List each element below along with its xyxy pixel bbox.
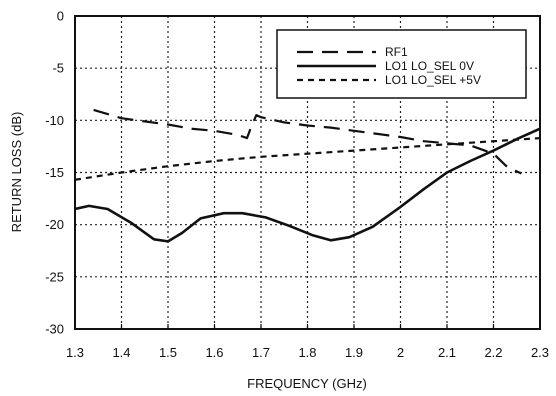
y-tick-label: -10 [45, 113, 64, 128]
y-axis-ticks: 0 -5 -10 -15 -20 -25 -30 [45, 9, 64, 337]
x-tick-label: 1.3 [66, 345, 84, 360]
y-tick-label: 0 [57, 9, 64, 24]
series-line-2 [75, 127, 540, 243]
x-tick-label: 1.4 [112, 345, 130, 360]
y-axis-title: RETURN LOSS (dB) [9, 112, 24, 233]
y-tick-label: -5 [52, 61, 64, 76]
x-axis-ticks: 1.3 1.4 1.5 1.6 1.7 1.8 1.9 2 2.1 2.2 2.3 [66, 324, 549, 360]
legend-label: RF1 [385, 45, 408, 59]
legend-box [276, 29, 527, 99]
legend-label: LO1 LO_SEL 0V [385, 59, 474, 73]
x-axis-title: FREQUENCY (GHz) [247, 376, 367, 391]
series-layer [75, 108, 540, 243]
y-tick-label: -20 [45, 217, 64, 232]
x-tick-label: 2.3 [531, 345, 549, 360]
x-tick-label: 1.6 [205, 345, 223, 360]
x-tick-label: 1.5 [159, 345, 177, 360]
y-tick-label: -25 [45, 269, 64, 284]
x-tick-label: 1.9 [345, 345, 363, 360]
y-tick-label: -15 [45, 165, 64, 180]
legend-label: LO1 LO_SEL +5V [385, 73, 481, 87]
x-tick-label: 1.7 [252, 345, 270, 360]
x-tick-label: 2.1 [438, 345, 456, 360]
x-tick-label: 2.2 [484, 345, 502, 360]
x-tick-label: 2 [397, 345, 404, 360]
series-line-3 [75, 137, 540, 181]
x-tick-label: 1.8 [298, 345, 316, 360]
series-line-1 [93, 108, 522, 175]
y-tick-label: -30 [45, 322, 64, 337]
